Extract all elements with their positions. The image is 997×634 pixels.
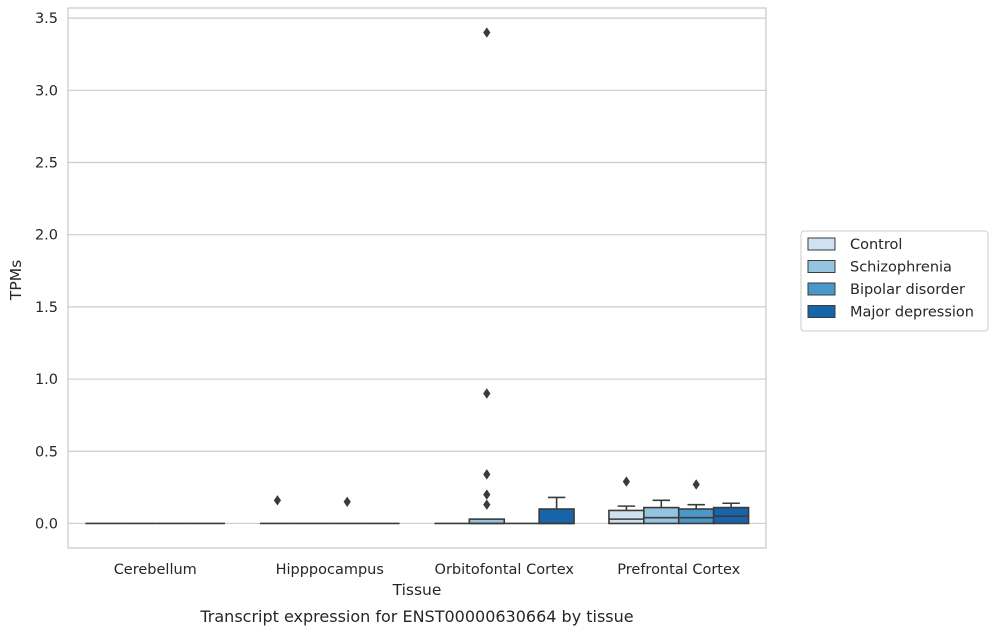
- box-group: [643, 499, 680, 525]
- outlier-point: [692, 479, 700, 490]
- legend-label: Bipolar disorder: [850, 282, 965, 298]
- legend-label: Control: [850, 237, 902, 253]
- outlier-point: [273, 495, 281, 506]
- chart-caption: Transcript expression for ENST0000063066…: [199, 607, 633, 626]
- y-tick-label: 1.0: [35, 372, 58, 388]
- box: [608, 509, 645, 525]
- y-tick-label: 2.0: [35, 228, 58, 244]
- y-axis-label: TPMs: [7, 260, 25, 301]
- x-tick-label: Hipppocampus: [276, 562, 384, 578]
- y-tick-label: 3.0: [35, 83, 58, 99]
- outlier-point: [483, 388, 491, 399]
- y-tick-label: 0.5: [35, 444, 58, 460]
- outlier-point: [343, 496, 351, 507]
- box: [538, 508, 575, 525]
- y-tick-label: 1.5: [35, 300, 58, 316]
- box-group: [608, 476, 645, 525]
- legend-swatch: [807, 237, 836, 251]
- outlier-point: [622, 476, 630, 487]
- box-group: [712, 502, 750, 525]
- x-tick-label: Cerebellum: [114, 562, 197, 578]
- outlier-point: [483, 489, 491, 500]
- legend-swatch: [807, 282, 836, 296]
- outlier-point: [483, 469, 491, 480]
- box: [643, 506, 680, 525]
- outlier-point: [483, 499, 491, 510]
- x-axis-label: Tissue: [392, 581, 442, 599]
- legend: Control Schizophrenia Bipolar disorder Majo…: [800, 230, 989, 332]
- box-group: [677, 479, 715, 525]
- box-marks: [85, 27, 750, 525]
- box-group: [538, 496, 575, 525]
- y-tick-label: 3.5: [35, 11, 58, 27]
- outlier-point: [483, 27, 491, 38]
- plot-frame: [67, 7, 767, 549]
- legend-swatch: [807, 305, 836, 318]
- box-group: [329, 496, 365, 525]
- y-tick-labels: 0.0 0.5 1.0 1.5 2.0 2.5 3.0 3.5: [35, 11, 58, 532]
- legend-label: Major depression: [850, 305, 974, 321]
- box: [677, 508, 715, 525]
- legend-swatch: [807, 260, 836, 273]
- x-tick-label: Orbitofontal Cortex: [435, 562, 575, 578]
- box-group: [468, 27, 506, 525]
- box-group: [259, 495, 295, 525]
- y-tick-label: 2.5: [35, 155, 58, 171]
- legend-label: Schizophrenia: [850, 260, 952, 276]
- x-tick-labels: Cerebellum Hipppocampus Orbitofontal Corte…: [114, 562, 741, 578]
- legend-box: [800, 230, 989, 332]
- x-tick-label: Prefrontal Cortex: [617, 562, 740, 578]
- y-tick-label: 0.0: [35, 516, 58, 532]
- gridlines: [68, 17, 766, 525]
